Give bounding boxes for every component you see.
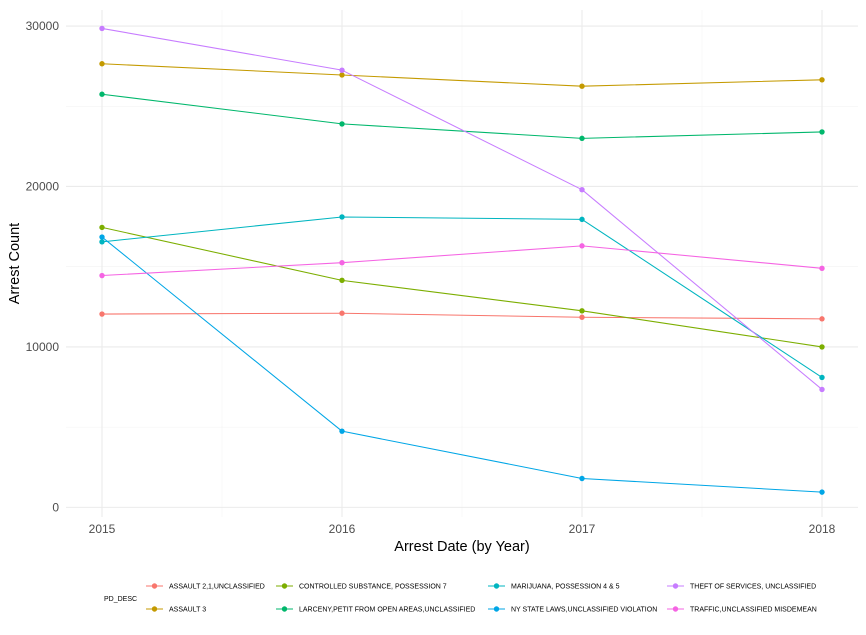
legend-key-point — [281, 583, 288, 589]
series-group — [99, 91, 825, 142]
y-tick-label: 20000 — [26, 179, 60, 193]
y-tick-label: 30000 — [26, 19, 60, 33]
legend-key-point — [281, 606, 288, 612]
series-group — [99, 25, 825, 393]
legend-item: LARCENY,PETIT FROM OPEN AREAS,UNCLASSIFI… — [276, 606, 475, 614]
data-point — [339, 428, 345, 434]
x-tick-label: 2018 — [809, 522, 836, 536]
legend-key-point — [493, 583, 500, 589]
data-point — [579, 314, 585, 320]
data-point — [99, 224, 105, 231]
data-point — [819, 344, 825, 350]
x-axis-title: Arrest Date (by Year) — [394, 539, 529, 555]
data-point — [339, 259, 345, 266]
legend-title: PD_DESC — [104, 596, 137, 603]
series-line — [101, 93, 823, 139]
data-point — [819, 386, 825, 393]
series-line — [101, 312, 823, 320]
series-group — [99, 310, 825, 322]
data-point — [819, 489, 825, 495]
series-line — [101, 216, 823, 378]
tick-labels: 0 10000 20000 30000 2015 2016 2017 2018 — [26, 19, 836, 536]
data-point — [819, 374, 825, 381]
legend-item: MARIJUANA, POSSESSION 4 & 5 — [488, 583, 620, 591]
data-point — [579, 186, 585, 193]
data-point — [339, 214, 345, 220]
legend-key-point — [672, 606, 679, 612]
data-point — [339, 310, 345, 316]
y-tick-label: 10000 — [26, 340, 60, 354]
series-line — [101, 245, 823, 277]
data-point — [99, 25, 105, 32]
legend-label: ASSAULT 2,1,UNCLASSIFIED — [169, 584, 265, 591]
y-axis-title: Arrest Count — [7, 223, 23, 304]
data-point — [99, 272, 105, 279]
series-group — [99, 224, 825, 350]
legend-label: NY STATE LAWS,UNCLASSIFIED VIOLATION — [511, 607, 657, 614]
data-point — [99, 311, 105, 317]
series-group — [99, 234, 825, 495]
legend-item: CONTROLLED SUBSTANCE, POSSESSION 7 — [276, 583, 447, 591]
series-line — [101, 63, 823, 87]
data-point — [99, 239, 105, 245]
legend-item: NY STATE LAWS,UNCLASSIFIED VIOLATION — [488, 606, 657, 614]
legend-label: LARCENY,PETIT FROM OPEN AREAS,UNCLASSIFI… — [299, 607, 475, 614]
y-tick-label: 0 — [52, 500, 59, 514]
series-lines — [99, 25, 825, 495]
series-group — [99, 214, 825, 381]
data-point — [99, 91, 105, 97]
series-line — [101, 27, 823, 390]
data-point — [579, 135, 585, 142]
grid-lines — [66, 10, 858, 517]
legend-item: ASSAULT 3 — [146, 606, 206, 614]
legend-item: TRAFFIC,UNCLASSIFIED MISDEMEAN — [667, 606, 817, 614]
legend-label: MARIJUANA, POSSESSION 4 & 5 — [511, 584, 620, 591]
data-point — [99, 61, 105, 67]
x-tick-label: 2015 — [89, 522, 116, 536]
x-tick-label: 2016 — [329, 522, 356, 536]
data-point — [339, 67, 345, 73]
legend-item: THEFT OF SERVICES, UNCLASSIFIED — [667, 583, 816, 591]
data-point — [819, 77, 825, 83]
data-point — [579, 83, 585, 89]
data-point — [339, 277, 345, 284]
data-point — [819, 129, 825, 135]
series-group — [99, 61, 825, 89]
legend-label: THEFT OF SERVICES, UNCLASSIFIED — [690, 584, 816, 591]
data-point — [579, 308, 585, 314]
legend: PD_DESC ASSAULT 2,1,UNCLASSIFIED ASSAULT … — [104, 583, 817, 614]
legend-item: ASSAULT 2,1,UNCLASSIFIED — [146, 583, 265, 591]
data-point — [579, 216, 585, 223]
series-group — [99, 243, 825, 279]
data-point — [579, 475, 585, 482]
legend-key-point — [151, 606, 158, 612]
series-line — [101, 236, 823, 493]
data-point — [819, 316, 825, 322]
legend-key-point — [672, 583, 679, 589]
data-point — [819, 265, 825, 272]
legend-key-point — [151, 583, 158, 589]
data-point — [579, 243, 585, 249]
data-point — [339, 72, 345, 78]
series-line — [101, 226, 823, 348]
legend-key-point — [493, 606, 500, 612]
legend-label: TRAFFIC,UNCLASSIFIED MISDEMEAN — [690, 607, 817, 614]
legend-label: CONTROLLED SUBSTANCE, POSSESSION 7 — [299, 584, 447, 591]
x-tick-label: 2017 — [569, 522, 596, 536]
data-point — [99, 234, 105, 240]
data-point — [339, 121, 345, 127]
legend-label: ASSAULT 3 — [169, 607, 206, 614]
